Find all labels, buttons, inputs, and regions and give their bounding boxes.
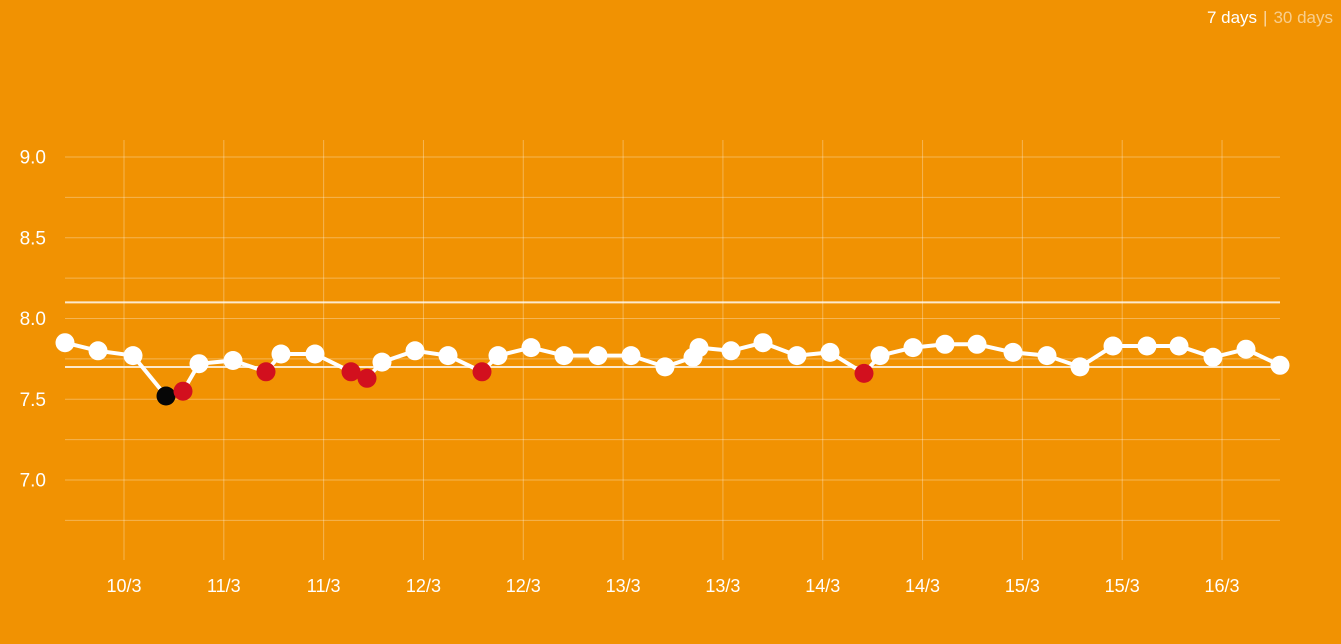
data-point[interactable] — [488, 346, 508, 366]
y-axis-tick-label: 7.0 — [20, 471, 46, 492]
x-axis-tick-label: 15/3 — [1105, 576, 1140, 596]
x-axis-tick-label: 11/3 — [307, 576, 341, 596]
data-point[interactable] — [1270, 355, 1290, 375]
data-point[interactable] — [935, 334, 955, 354]
y-axis-tick-label: 8.5 — [20, 228, 46, 249]
data-point[interactable] — [1169, 336, 1189, 356]
x-axis-tick-label: 11/3 — [207, 576, 241, 596]
data-point[interactable] — [967, 334, 987, 354]
data-point[interactable] — [1070, 357, 1090, 377]
range-separator: | — [1263, 8, 1268, 27]
data-point[interactable] — [88, 341, 108, 361]
x-axis-tick-label: 10/3 — [106, 576, 141, 596]
data-point[interactable] — [1203, 347, 1223, 367]
data-point[interactable] — [1003, 342, 1023, 362]
data-point[interactable] — [1236, 339, 1256, 359]
data-point[interactable] — [1103, 336, 1123, 356]
data-point-below-range[interactable] — [472, 362, 492, 382]
y-axis-tick-label: 9.0 — [20, 148, 46, 169]
x-axis-tick-label: 14/3 — [905, 576, 940, 596]
data-point-below-range[interactable] — [341, 362, 361, 382]
data-point[interactable] — [870, 346, 890, 366]
data-point[interactable] — [305, 344, 325, 364]
y-axis-tick-label: 7.5 — [20, 390, 46, 411]
x-axis-tick-label: 13/3 — [606, 576, 641, 596]
data-point[interactable] — [223, 351, 243, 370]
data-point[interactable] — [189, 354, 209, 374]
y-axis-tick-label: 8.0 — [20, 309, 46, 330]
data-point[interactable] — [621, 346, 641, 366]
x-axis-tick-label: 12/3 — [406, 576, 441, 596]
data-point-below-range[interactable] — [256, 362, 276, 382]
data-point[interactable] — [554, 346, 574, 366]
data-point-lowest[interactable] — [156, 386, 176, 406]
data-point[interactable] — [123, 346, 143, 366]
data-point[interactable] — [753, 333, 773, 353]
data-point[interactable] — [521, 338, 541, 358]
data-point[interactable] — [588, 346, 608, 366]
data-point-below-range[interactable] — [357, 368, 377, 388]
data-point[interactable] — [372, 352, 392, 372]
data-point[interactable] — [689, 338, 709, 358]
data-point[interactable] — [820, 342, 840, 362]
data-point[interactable] — [271, 344, 291, 364]
data-point[interactable] — [1037, 346, 1057, 366]
data-point[interactable] — [1137, 336, 1157, 356]
data-point[interactable] — [787, 346, 807, 366]
range-7-days-button[interactable]: 7 days — [1206, 8, 1258, 27]
data-point[interactable] — [903, 338, 923, 358]
x-axis-tick-label: 13/3 — [705, 576, 740, 596]
data-point[interactable] — [55, 333, 75, 353]
x-axis-tick-label: 12/3 — [506, 576, 541, 596]
data-point[interactable] — [405, 341, 425, 361]
x-axis-tick-label: 16/3 — [1204, 576, 1239, 596]
data-point[interactable] — [655, 357, 675, 377]
data-point[interactable] — [438, 346, 458, 366]
x-axis-tick-label: 15/3 — [1005, 576, 1040, 596]
data-point-below-range[interactable] — [173, 381, 193, 401]
range-30-days-button[interactable]: 30 days — [1273, 8, 1333, 27]
time-range-toggle: 7 days | 30 days — [1207, 8, 1333, 28]
x-axis-tick-label: 14/3 — [805, 576, 840, 596]
data-point[interactable] — [721, 341, 741, 361]
data-point-below-range[interactable] — [854, 363, 874, 383]
